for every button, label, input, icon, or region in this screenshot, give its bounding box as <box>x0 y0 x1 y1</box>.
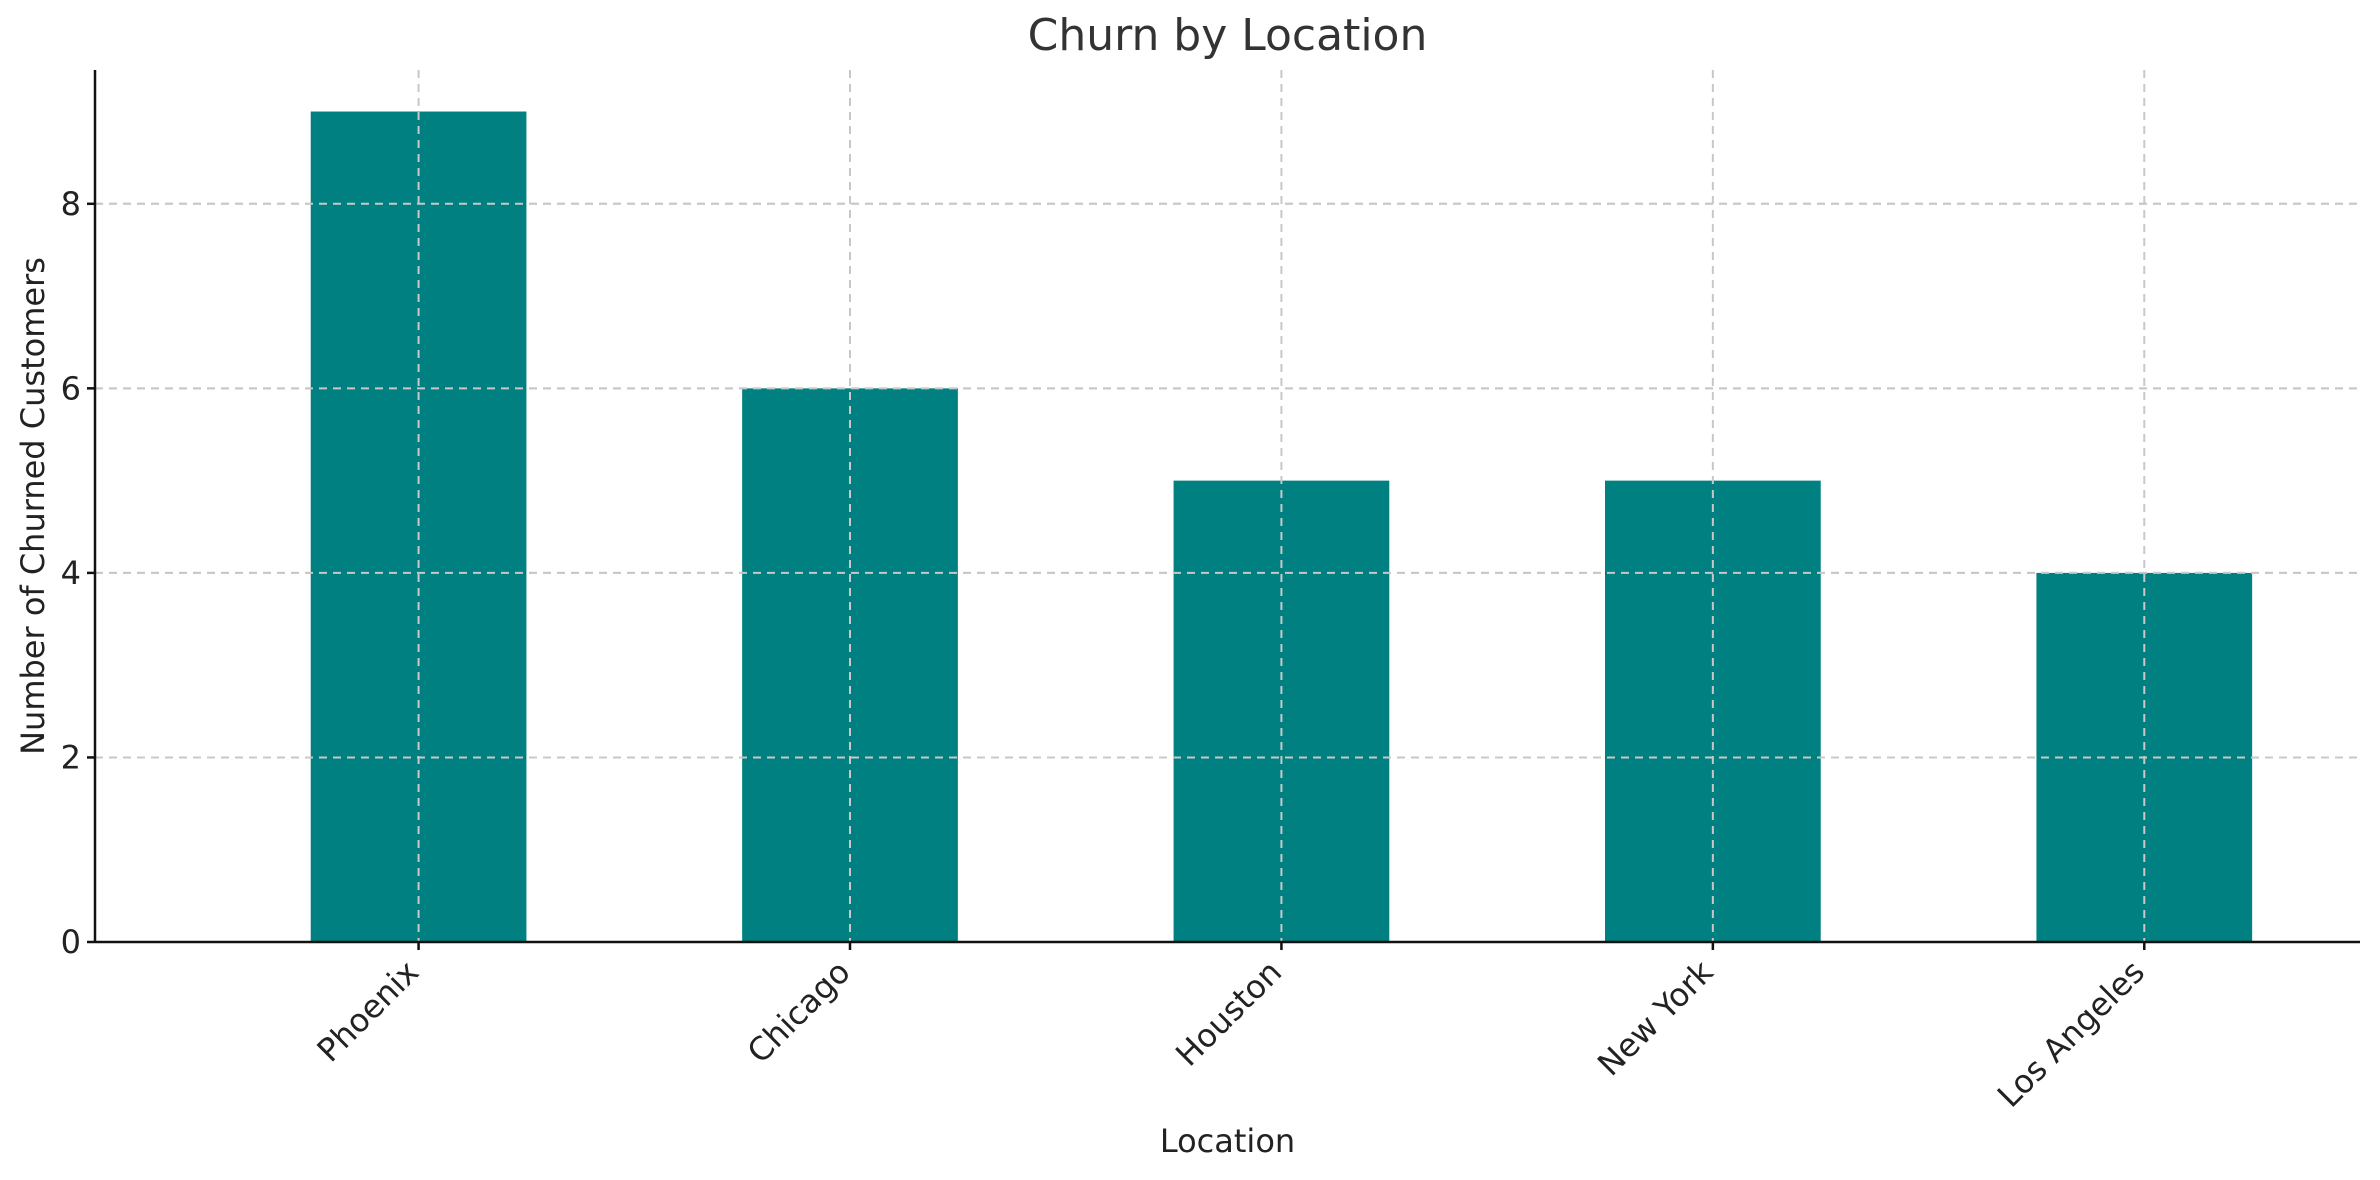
x-tick-label: Chicago <box>740 953 858 1071</box>
y-tick-label: 8 <box>61 185 81 223</box>
x-tick-label: Phoenix <box>310 953 427 1070</box>
y-tick-label: 6 <box>61 369 81 407</box>
chart-title: Churn by Location <box>1028 10 1428 61</box>
y-tick-label: 4 <box>61 554 81 592</box>
x-tick-label: New York <box>1590 952 1721 1083</box>
x-axis-title: Location <box>1160 1122 1295 1160</box>
x-tick-label: Houston <box>1168 953 1289 1074</box>
y-axis-title: Number of Churned Customers <box>14 257 52 755</box>
grid-overlay <box>95 70 2360 942</box>
y-tick-label: 0 <box>61 923 81 961</box>
bar-houston <box>1173 480 1390 942</box>
bar-new-york <box>1605 480 1821 942</box>
x-tick-label: Los Angeles <box>1990 953 2152 1115</box>
axes <box>93 70 2360 944</box>
y-tick-label: 2 <box>61 738 81 776</box>
